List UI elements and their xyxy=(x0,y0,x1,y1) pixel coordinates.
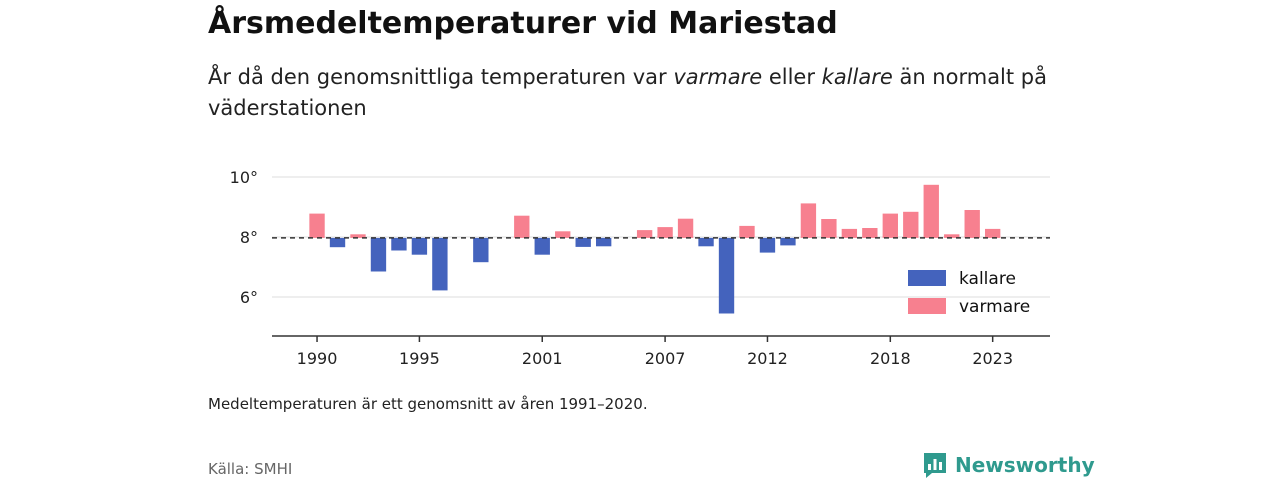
bar-kallare xyxy=(698,237,714,247)
bar-kallare xyxy=(718,237,735,314)
bar-kallare xyxy=(759,237,776,253)
bar-varmare xyxy=(309,213,325,238)
chart-subtitle: År då den genomsnittliga temperaturen va… xyxy=(208,62,1068,124)
legend-swatch-kallare xyxy=(908,270,946,286)
subtitle-text-3: än normalt på väderstationen xyxy=(208,65,1047,120)
bar-varmare xyxy=(555,231,571,238)
bar-varmare xyxy=(677,218,694,238)
x-tick-label: 2018 xyxy=(870,349,911,368)
bar-kallare xyxy=(473,237,489,263)
y-tick-label: 6° xyxy=(240,288,258,307)
bar-varmare xyxy=(514,215,530,238)
legend-label-varmare: varmare xyxy=(959,297,1030,317)
legend-label-kallare: kallare xyxy=(959,269,1016,289)
bar-varmare xyxy=(841,228,858,238)
subtitle-text-2: eller xyxy=(762,65,822,89)
x-tick-label: 1990 xyxy=(297,349,338,368)
bar-varmare xyxy=(923,184,939,238)
bar-varmare xyxy=(944,234,960,238)
bar-varmare xyxy=(657,227,673,238)
bar-varmare xyxy=(800,203,817,238)
y-tick-label: 10° xyxy=(230,168,258,187)
bar-varmare xyxy=(903,211,919,238)
bar-kallare xyxy=(534,237,550,255)
x-tick-label: 2012 xyxy=(747,349,788,368)
bar-kallare xyxy=(370,237,387,272)
bar-kallare xyxy=(432,237,448,291)
x-tick-label: 2023 xyxy=(972,349,1013,368)
chart-note: Medeltemperaturen är ett genomsnitt av å… xyxy=(208,395,648,413)
bar-kallare xyxy=(780,237,796,246)
chart-title: Årsmedeltemperaturer vid Mariestad xyxy=(208,6,838,41)
bar-varmare xyxy=(739,225,755,238)
bar-kallare xyxy=(575,237,591,247)
source-label: Källa: SMHI xyxy=(208,460,293,478)
subtitle-cold-word: kallare xyxy=(821,65,893,89)
newsworthy-icon xyxy=(924,453,946,478)
newsworthy-logo[interactable]: Newsworthy xyxy=(922,450,1095,480)
subtitle-text-1: År då den genomsnittliga temperaturen va… xyxy=(208,65,674,89)
bar-varmare xyxy=(350,234,366,238)
x-tick-label: 1995 xyxy=(399,349,440,368)
bar-kallare xyxy=(391,237,407,251)
bar-varmare xyxy=(636,230,653,238)
x-tick-label: 2001 xyxy=(522,349,563,368)
bar-varmare xyxy=(821,219,837,238)
bar-varmare xyxy=(862,228,878,238)
bar-varmare xyxy=(984,228,1001,238)
y-tick-label: 8° xyxy=(240,228,258,247)
bar-varmare xyxy=(882,213,898,238)
brand-name: Newsworthy xyxy=(955,453,1095,477)
subtitle-warm-word: varmare xyxy=(673,65,763,89)
bar-kallare xyxy=(595,237,612,247)
x-tick-label: 2007 xyxy=(645,349,686,368)
bar-varmare xyxy=(964,210,980,238)
legend-swatch-varmare xyxy=(908,298,946,314)
bar-kallare xyxy=(411,237,428,255)
bar-kallare xyxy=(329,237,346,248)
